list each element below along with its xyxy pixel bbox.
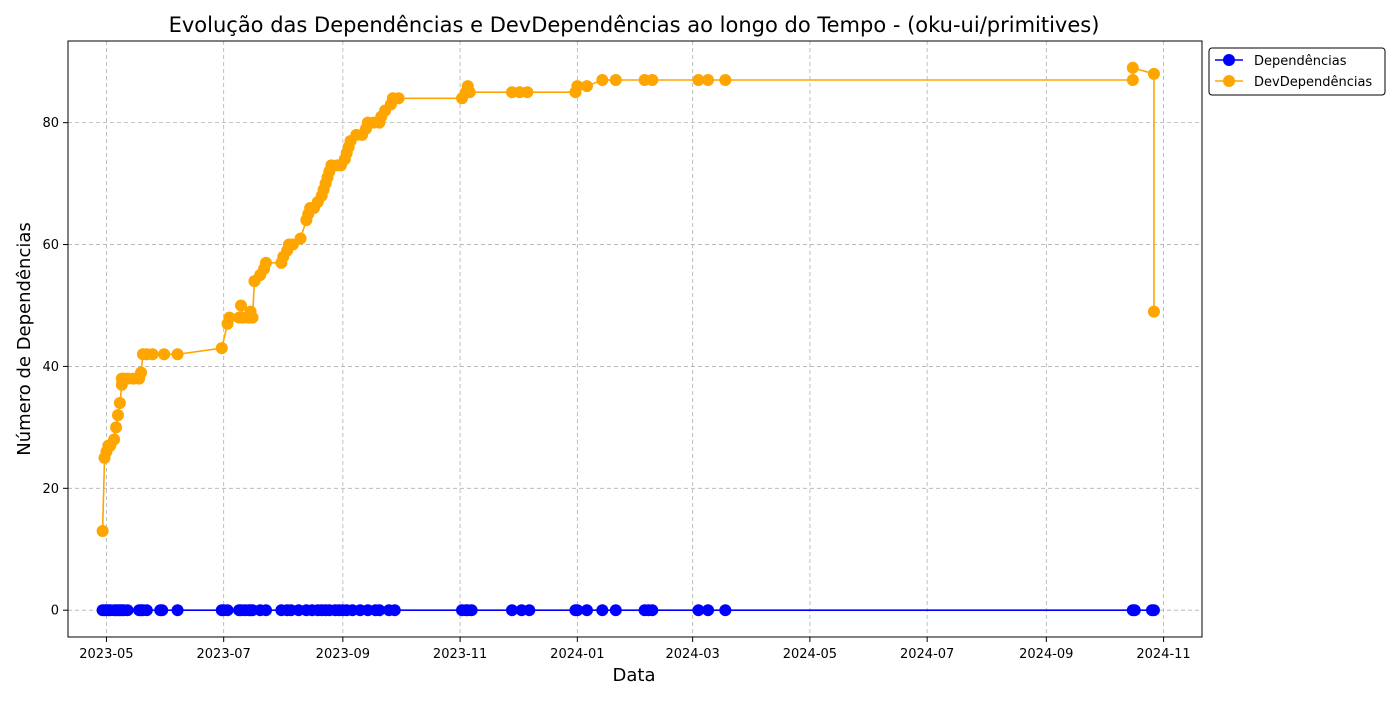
data-point <box>1126 74 1139 86</box>
data-point <box>113 396 126 409</box>
data-point <box>646 74 659 86</box>
data-point <box>221 604 234 617</box>
data-point <box>571 80 584 93</box>
legend-marker-devdependencias <box>1223 75 1235 87</box>
data-point <box>523 604 536 617</box>
x-tick-label: 2024-01 <box>550 647 604 662</box>
data-point <box>1128 604 1141 617</box>
data-point <box>294 232 307 245</box>
data-point <box>121 604 134 617</box>
data-point <box>234 299 247 312</box>
chart-title: Evolução das Dependências e DevDependênc… <box>169 13 1100 37</box>
x-tick-label: 2023-11 <box>433 647 487 662</box>
y-axis-label: Número de Dependências <box>14 222 35 456</box>
data-point <box>609 74 622 86</box>
x-tick-label: 2024-07 <box>900 647 954 662</box>
data-point <box>392 92 405 105</box>
data-point <box>702 604 715 617</box>
data-point <box>259 604 272 617</box>
x-tick-label: 2023-05 <box>79 647 133 662</box>
data-point <box>110 421 123 434</box>
data-point <box>719 74 732 86</box>
data-point <box>246 311 259 324</box>
data-point <box>580 604 593 617</box>
data-point <box>140 604 153 617</box>
data-point <box>596 604 609 617</box>
legend-box <box>1208 47 1386 96</box>
legend-label-dependencias: Dependências <box>1254 54 1347 69</box>
x-tick-label: 2024-05 <box>783 647 837 662</box>
data-point <box>135 366 148 379</box>
data-point <box>463 86 476 99</box>
data-point <box>1147 67 1160 80</box>
data-point <box>692 74 705 86</box>
data-point <box>96 524 109 537</box>
legend: Dependências DevDependências <box>1208 47 1386 96</box>
data-point <box>215 342 228 355</box>
series-dependencias <box>96 604 1160 617</box>
series-layer <box>96 61 1160 617</box>
data-point <box>580 80 593 93</box>
data-point <box>1147 604 1160 617</box>
data-point <box>521 86 534 99</box>
x-tick-label: 2023-09 <box>316 647 370 662</box>
data-point <box>465 604 478 617</box>
y-tick-label: 60 <box>42 238 59 253</box>
data-point <box>505 604 518 617</box>
data-point <box>171 348 184 361</box>
data-point <box>692 604 705 617</box>
data-point <box>571 604 584 617</box>
data-point <box>111 409 124 422</box>
data-point <box>702 74 715 86</box>
data-point <box>1147 305 1160 318</box>
x-axis-label: Data <box>613 665 656 686</box>
data-point <box>108 433 121 446</box>
legend-marker-dependencias <box>1223 54 1235 66</box>
data-point <box>259 256 272 269</box>
data-point <box>156 604 169 617</box>
data-point <box>646 604 659 617</box>
data-point <box>223 311 236 324</box>
data-point <box>146 348 159 361</box>
y-tick-label: 0 <box>51 604 59 619</box>
data-point <box>609 604 622 617</box>
data-point <box>373 604 386 617</box>
y-axis: 0 20 40 60 80 <box>42 116 68 619</box>
x-tick-label: 2023-07 <box>197 647 251 662</box>
x-tick-label: 2024-11 <box>1136 647 1190 662</box>
series-devdependencias <box>96 61 1160 537</box>
data-point <box>158 348 171 361</box>
data-point <box>1126 61 1139 74</box>
y-tick-label: 80 <box>42 116 59 131</box>
data-point <box>596 74 609 86</box>
data-point <box>719 604 732 617</box>
data-point <box>171 604 184 617</box>
data-point <box>388 604 401 617</box>
x-tick-label: 2024-03 <box>665 647 719 662</box>
x-tick-label: 2024-09 <box>1019 647 1073 662</box>
legend-label-devdependencias: DevDependências <box>1254 75 1372 90</box>
x-axis: 2023-05 2023-07 2023-09 2023-11 2024-01 2024-… <box>79 637 1191 662</box>
y-tick-label: 20 <box>42 482 59 497</box>
plot-frame <box>67 40 1203 638</box>
y-tick-label: 40 <box>42 360 59 375</box>
